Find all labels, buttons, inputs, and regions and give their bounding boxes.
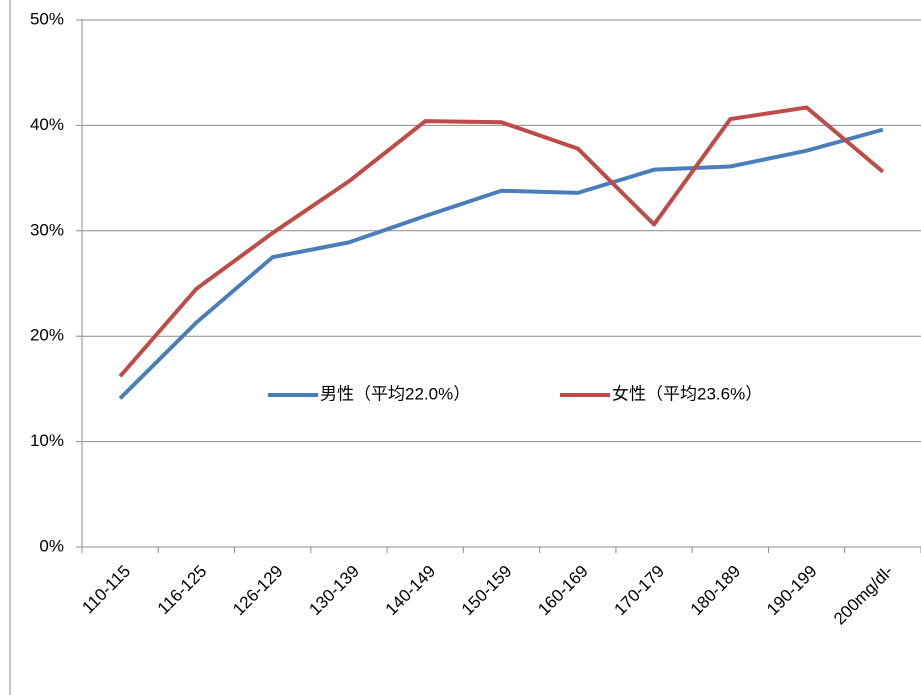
- x-tick-label: 140-149: [382, 562, 440, 620]
- series-line: [118, 127, 884, 400]
- x-tick-label: 200mg/dl-: [830, 562, 897, 629]
- y-tick-label: 0%: [39, 536, 64, 555]
- x-tick-label: 116-125: [154, 562, 211, 619]
- y-tick-label: 20%: [30, 326, 64, 345]
- series-line: [118, 105, 885, 378]
- legend-label: 男性（平均22.0%）: [320, 384, 470, 403]
- x-tick-label: 126-129: [229, 562, 287, 620]
- x-tick-label: 130-139: [305, 562, 363, 620]
- x-tick-label: 190-199: [763, 562, 821, 620]
- x-tick-label: 110-115: [78, 562, 134, 618]
- y-tick-label: 30%: [30, 220, 64, 239]
- x-tick-label: 160-169: [534, 562, 592, 620]
- x-tick-label: 180-189: [687, 562, 745, 620]
- y-tick-label: 10%: [30, 431, 64, 450]
- y-tick-label: 40%: [30, 115, 64, 134]
- legend-label: 女性（平均23.6%）: [612, 384, 762, 403]
- y-tick-label: 50%: [30, 9, 64, 28]
- x-tick-label: 150-159: [458, 562, 516, 620]
- x-tick-label: 170-179: [610, 562, 668, 620]
